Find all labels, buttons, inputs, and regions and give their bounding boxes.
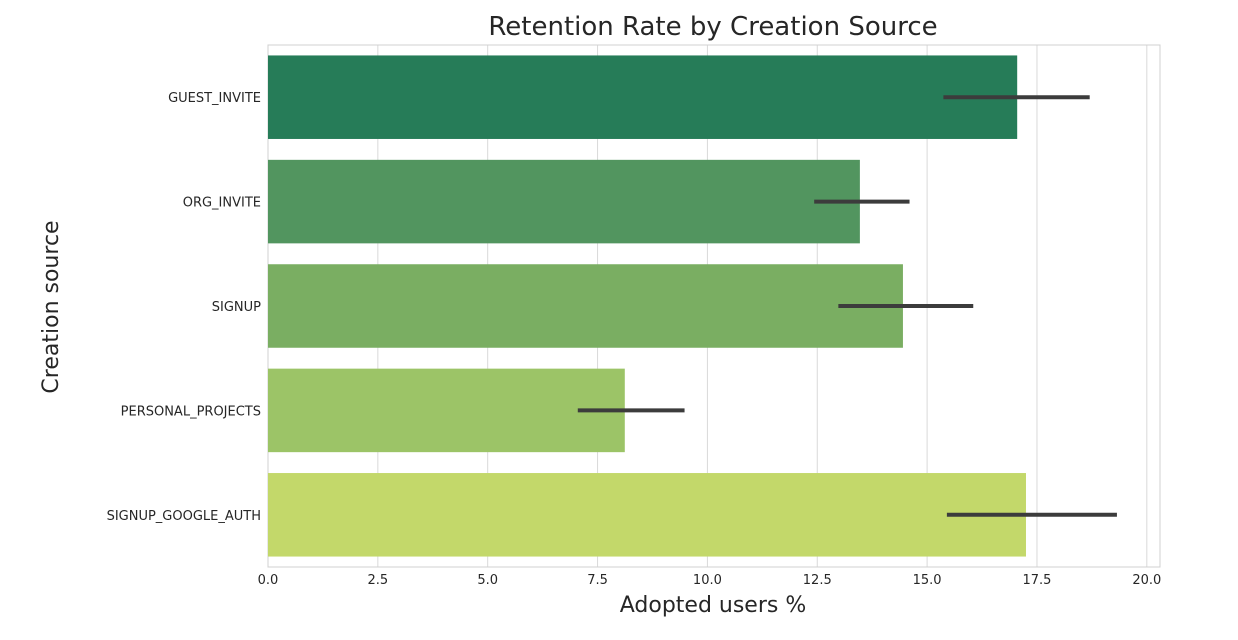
bar-personal-projects bbox=[268, 368, 625, 453]
chart-title: Retention Rate by Creation Source bbox=[488, 12, 937, 42]
plot-area: GUEST_INVITE ORG_INVITE SIGNUP PERSONAL_PRO… bbox=[107, 44, 1161, 588]
bar-org-invite bbox=[268, 159, 860, 244]
y-tick-label: ORG_INVITE bbox=[183, 196, 261, 211]
y-tick-label: SIGNUP bbox=[212, 300, 261, 315]
x-axis-label: Adopted users % bbox=[620, 593, 807, 618]
x-tick-label: 10.0 bbox=[693, 573, 722, 588]
x-tick-label: 15.0 bbox=[913, 573, 942, 588]
x-tick-label: 0.0 bbox=[258, 573, 279, 588]
y-tick-label: PERSONAL_PROJECTS bbox=[121, 404, 261, 419]
y-axis-label: Creation source bbox=[39, 220, 64, 393]
x-tick-label: 20.0 bbox=[1132, 573, 1161, 588]
x-tick-label: 7.5 bbox=[587, 573, 608, 588]
x-tick-label: 17.5 bbox=[1022, 573, 1051, 588]
y-tick-label: SIGNUP_GOOGLE_AUTH bbox=[107, 509, 261, 524]
y-tick-label: GUEST_INVITE bbox=[168, 91, 261, 106]
x-tick-label: 5.0 bbox=[477, 573, 498, 588]
bar-signup-google-auth bbox=[268, 473, 1026, 557]
bar-guest-invite bbox=[268, 55, 1018, 139]
x-tick-label: 2.5 bbox=[368, 573, 389, 588]
x-tick-label: 12.5 bbox=[803, 573, 832, 588]
bar-signup bbox=[268, 264, 903, 348]
